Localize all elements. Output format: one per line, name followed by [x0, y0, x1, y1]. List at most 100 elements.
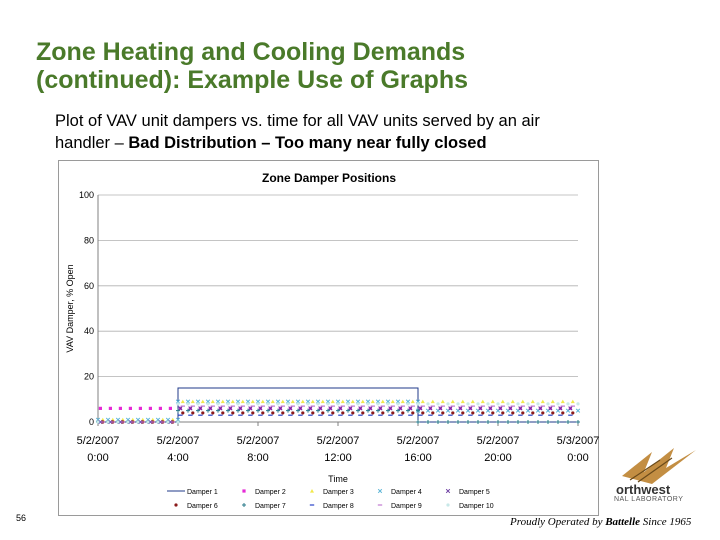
series-damper-2-point	[128, 406, 132, 410]
series-damper-10-point	[506, 402, 510, 406]
series-damper-6-point	[451, 411, 455, 415]
series-damper-2-point	[168, 406, 172, 410]
legend-label: Damper 8	[323, 503, 354, 510]
series-damper-6-point	[261, 411, 265, 415]
series-damper-7-point	[486, 420, 490, 424]
series-damper-7-point	[226, 408, 230, 413]
y-tick-label: 60	[84, 281, 94, 291]
series-damper-6-point	[331, 411, 335, 415]
series-damper-7-point	[456, 420, 460, 424]
series-damper-4-point	[365, 399, 371, 404]
series-damper-5-point	[238, 406, 243, 411]
series-damper-10-point	[486, 402, 490, 406]
legend-swatch	[242, 503, 246, 507]
series-damper-6-point	[561, 411, 565, 415]
subtitle-bold: Bad Distribution – Too many near fully c…	[128, 134, 487, 152]
series-damper-4-point	[305, 399, 311, 404]
series-damper-7-point	[206, 408, 210, 413]
legend-swatch	[377, 488, 383, 494]
chart-title: Zone Damper Positions	[262, 171, 396, 185]
series-damper-6-point	[291, 411, 295, 415]
series-damper-3-point	[540, 399, 545, 404]
series-damper-10-point	[326, 402, 330, 406]
series-damper-10-point	[546, 402, 550, 406]
series-damper-4-point	[295, 399, 301, 404]
slide-title-line-2: (continued): Example Use of Graphs	[36, 66, 469, 94]
series-damper-6-point	[441, 411, 445, 415]
series-damper-5-point	[558, 406, 563, 411]
series-damper-10-point	[566, 402, 570, 406]
series-damper-6-point	[401, 411, 405, 415]
series-damper-5-point	[308, 406, 313, 411]
series-damper-10-point	[196, 402, 200, 406]
page-number: 56	[16, 513, 27, 523]
series-damper-10-point	[216, 402, 220, 406]
series-damper-6-point	[181, 411, 185, 415]
footer-prefix: Proudly Operated by	[510, 516, 606, 528]
series-damper-5-point	[268, 406, 273, 411]
series-damper-4-point	[415, 399, 421, 404]
series-damper-3-point	[290, 399, 295, 404]
series-damper-6-point	[381, 411, 385, 415]
footer-text: Proudly Operated by Battelle Since 1965	[510, 516, 691, 528]
series-damper-3-point	[550, 399, 555, 404]
series-damper-6-point	[461, 411, 465, 415]
series-damper-10-point	[456, 402, 460, 406]
series-damper-10-point	[176, 420, 180, 424]
series-damper-7-point	[346, 408, 350, 413]
series-damper-10-point	[446, 402, 450, 406]
series-damper-5-point	[338, 406, 343, 411]
legend-label: Damper 10	[459, 503, 494, 510]
series-damper-10-point	[556, 402, 560, 406]
y-axis-label: VAV Damper, % Open	[65, 264, 75, 352]
series-damper-7-point	[246, 408, 250, 413]
x-tick-label-time: 16:00	[404, 452, 432, 464]
y-tick-label: 80	[84, 235, 94, 245]
x-tick-label-date: 5/2/2007	[477, 435, 520, 447]
x-tick-label-time: 8:00	[247, 452, 268, 464]
series-damper-10-point	[406, 402, 410, 406]
series-damper-10-point	[186, 402, 190, 406]
series-damper-3-point	[280, 399, 285, 404]
series-damper-7-point	[176, 408, 180, 413]
x-tick-label-time: 20:00	[484, 452, 512, 464]
legend-label: Damper 3	[323, 489, 354, 496]
series-damper-5-point	[488, 406, 493, 411]
series-damper-3-point	[200, 399, 205, 404]
series-damper-6-point	[481, 411, 485, 415]
slide-title: Zone Heating and Cooling Demands (contin…	[36, 38, 696, 94]
series-damper-3-point	[240, 399, 245, 404]
subtitle-line-1: Plot of VAV unit dampers vs. time for al…	[55, 112, 540, 130]
series-damper-10-point	[96, 420, 100, 424]
series-damper-3-point	[470, 399, 475, 404]
legend-swatch	[242, 489, 246, 493]
series-damper-7-point	[266, 408, 270, 413]
series-damper-6-point	[361, 411, 365, 415]
series-damper-3-point	[260, 399, 265, 404]
x-tick-label-time: 12:00	[324, 452, 352, 464]
series-damper-6-point	[531, 411, 535, 415]
series-damper-10-point	[516, 402, 520, 406]
series-damper-3-point	[210, 399, 215, 404]
series-damper-10-point	[306, 402, 310, 406]
series-damper-6-point	[351, 411, 355, 415]
series-damper-10-point	[106, 420, 110, 424]
series-damper-7-point	[496, 420, 500, 424]
series-damper-5-point	[388, 406, 393, 411]
series-damper-3-point	[530, 399, 535, 404]
series-damper-3-point	[350, 399, 355, 404]
series-damper-7-point	[286, 408, 290, 413]
footer-suffix: Since 1965	[640, 516, 692, 528]
series-damper-6-point	[311, 411, 315, 415]
series-damper-5-point	[528, 406, 533, 411]
series-damper-3-point	[560, 399, 565, 404]
x-tick-label-date: 5/2/2007	[157, 435, 200, 447]
series-damper-10-point	[466, 402, 470, 406]
series-damper-4-point	[345, 399, 351, 404]
legend-swatch	[310, 489, 314, 493]
series-damper-6-point	[501, 411, 505, 415]
subtitle-prefix: handler –	[55, 134, 129, 152]
damper-chart: Zone Damper Positions 0 20 40 60 80 100 5/2/200…	[58, 160, 599, 516]
series-damper-5-point	[258, 406, 263, 411]
series-damper-10-point	[426, 402, 430, 406]
